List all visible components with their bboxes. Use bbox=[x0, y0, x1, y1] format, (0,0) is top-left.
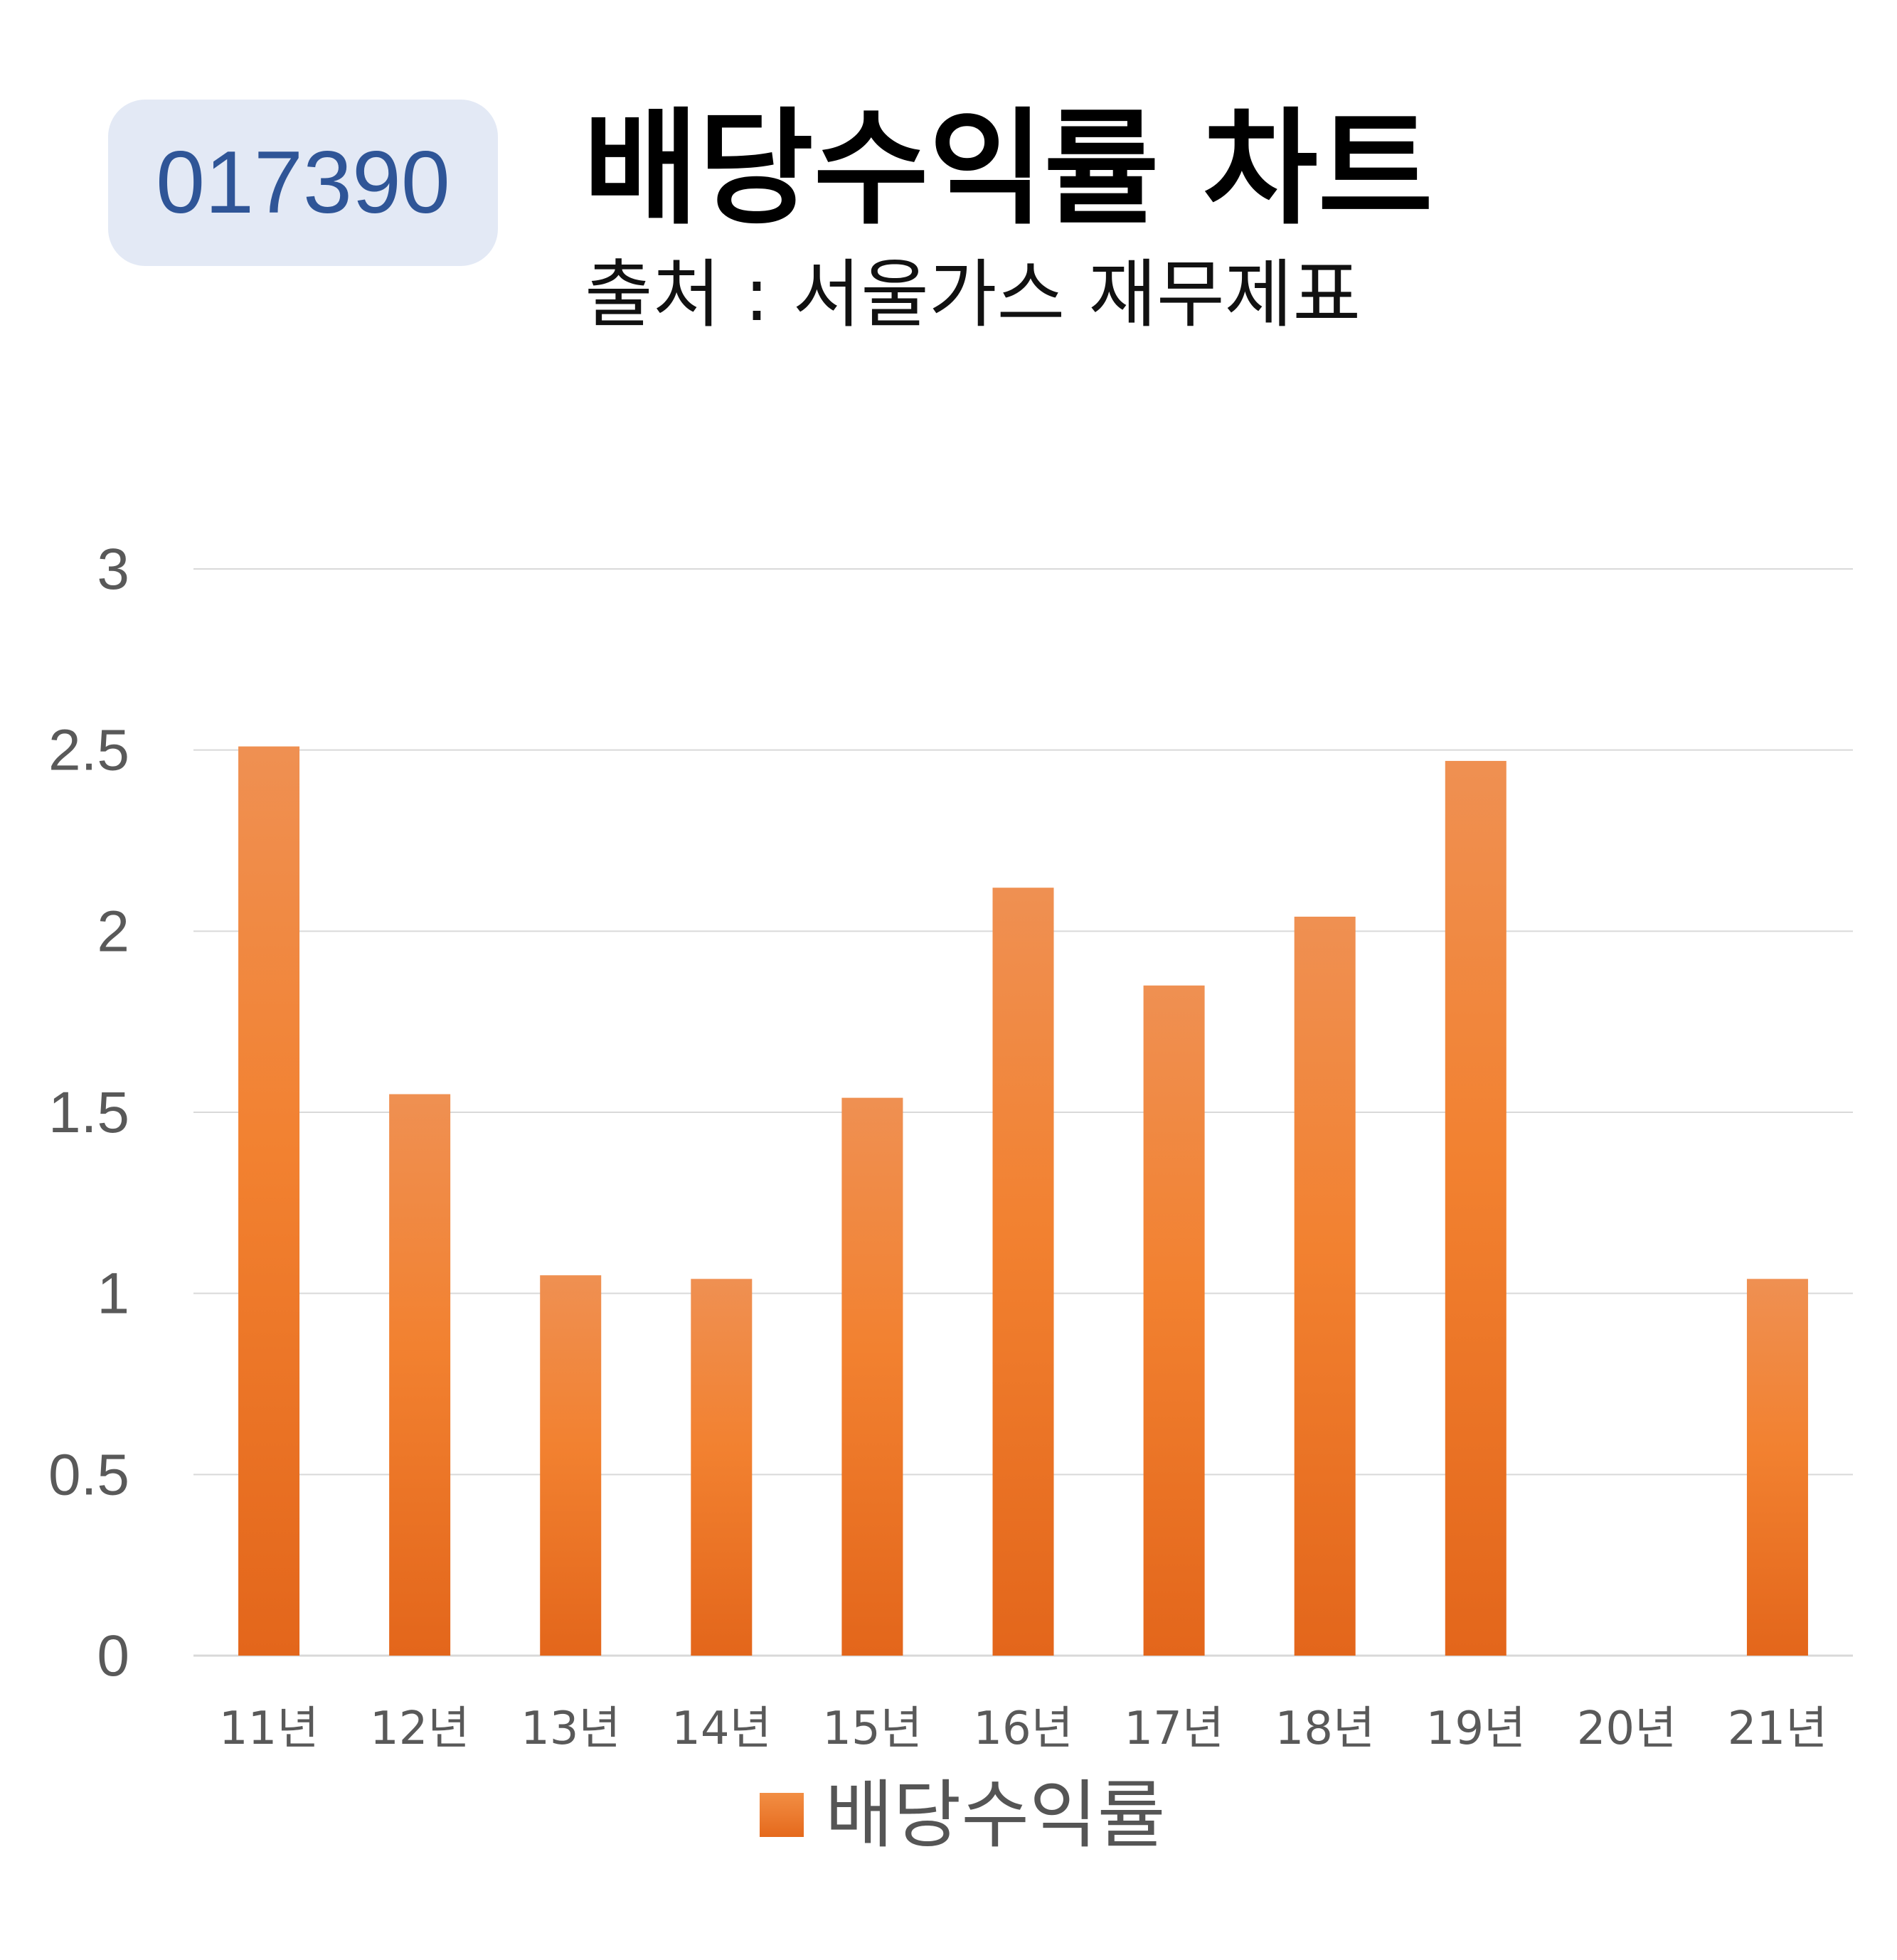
x-tick-label: 21년 bbox=[1728, 1703, 1827, 1755]
y-tick-label: 0 bbox=[97, 1624, 129, 1688]
x-tick-label: 19년 bbox=[1426, 1703, 1526, 1755]
bar-17년 bbox=[1143, 985, 1205, 1656]
bar-21년 bbox=[1746, 1279, 1808, 1656]
legend-swatch bbox=[760, 1793, 804, 1837]
y-tick-label: 2 bbox=[97, 899, 129, 964]
y-tick-label: 2.5 bbox=[48, 718, 129, 783]
x-tick-label: 15년 bbox=[822, 1703, 922, 1755]
y-tick-label: 0.5 bbox=[48, 1442, 129, 1507]
legend: 배당수익률 bbox=[760, 1778, 1165, 1852]
x-tick-label: 20년 bbox=[1577, 1703, 1677, 1755]
bar-12년 bbox=[389, 1094, 451, 1656]
y-tick-label: 3 bbox=[97, 537, 129, 602]
ticker-badge: 017390 bbox=[108, 100, 498, 266]
bars bbox=[238, 746, 1808, 1656]
x-tick-label: 11년 bbox=[219, 1703, 319, 1755]
bar-16년 bbox=[992, 888, 1054, 1656]
bar-11년 bbox=[238, 746, 300, 1656]
y-tick-label: 1 bbox=[97, 1262, 129, 1326]
bar-18년 bbox=[1294, 916, 1356, 1656]
x-tick-label: 12년 bbox=[370, 1703, 469, 1755]
bar-13년 bbox=[540, 1275, 602, 1656]
y-axis-ticks: 0 0.5 1 1.5 2 2.5 3 bbox=[48, 537, 129, 1688]
chart-subtitle: 출처 : 서울가스 재무제표 bbox=[585, 251, 1361, 338]
x-tick-label: 14년 bbox=[671, 1703, 771, 1755]
bar-19년 bbox=[1445, 760, 1507, 1656]
x-tick-label: 16년 bbox=[973, 1703, 1073, 1755]
bar-15년 bbox=[841, 1097, 903, 1656]
y-tick-label: 1.5 bbox=[48, 1080, 129, 1145]
x-tick-label: 13년 bbox=[521, 1703, 620, 1755]
ticker-code: 017390 bbox=[156, 134, 450, 232]
x-tick-label: 18년 bbox=[1275, 1703, 1375, 1755]
x-axis-ticks: 11년 12년 13년 14년 15년 16년 17년 18년 19년 20년 21년 bbox=[219, 1703, 1827, 1755]
chart-title: 배당수익률 차트 bbox=[583, 96, 1433, 242]
x-tick-label: 17년 bbox=[1124, 1703, 1223, 1755]
bar-14년 bbox=[691, 1279, 753, 1656]
legend-label: 배당수익률 bbox=[825, 1772, 1166, 1858]
